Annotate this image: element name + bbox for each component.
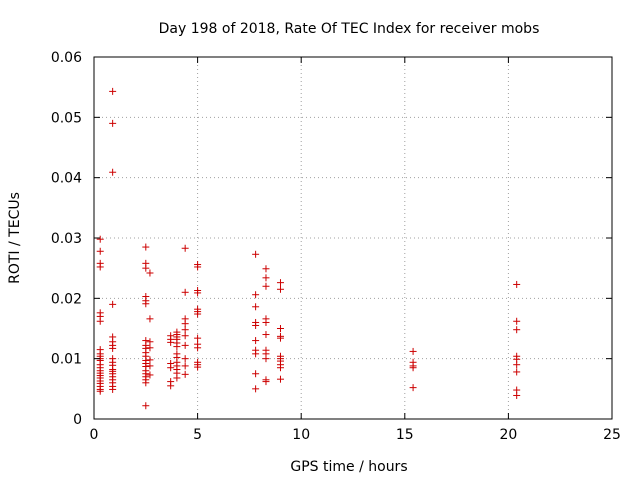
data-point [181, 320, 189, 328]
data-point [167, 382, 175, 390]
data-point [276, 285, 284, 293]
x-tick-label: 25 [603, 427, 621, 443]
data-point [146, 371, 154, 379]
y-tick-label: 0.02 [51, 291, 82, 307]
data-point [276, 279, 284, 287]
data-point [181, 370, 189, 378]
data-point [142, 300, 150, 308]
data-point [262, 265, 270, 273]
data-point [262, 282, 270, 290]
data-point [262, 378, 270, 386]
data-point [409, 384, 417, 392]
data-point [109, 168, 117, 176]
data-point [276, 375, 284, 383]
data-point [513, 280, 521, 288]
data-point [181, 355, 189, 363]
data-point [109, 300, 117, 308]
axes [93, 56, 613, 420]
data-point [181, 341, 189, 349]
data-point [96, 263, 104, 271]
data-point [513, 326, 521, 334]
data-point [276, 334, 284, 342]
chart-title: Day 198 of 2018, Rate Of TEC Index for r… [159, 21, 540, 37]
data-point [167, 338, 175, 346]
data-point [173, 343, 181, 351]
data-point [513, 368, 521, 376]
data-point [252, 370, 260, 378]
y-axis-label: ROTI / TECUs [7, 192, 23, 284]
data-point [109, 344, 117, 352]
data-point [262, 318, 270, 326]
data-point [181, 244, 189, 252]
data-point [109, 87, 117, 95]
data-point [146, 356, 154, 364]
data-point [142, 402, 150, 410]
data-point [252, 350, 260, 358]
data-point [96, 317, 104, 325]
data-point [167, 364, 175, 372]
data-point [194, 344, 202, 352]
y-tick-label: 0.04 [51, 171, 82, 187]
y-tick-label: 0 [73, 412, 82, 428]
data-point [409, 347, 417, 355]
data-point [252, 250, 260, 258]
data-point [109, 385, 117, 393]
x-tick-label: 20 [499, 427, 517, 443]
data-point [173, 374, 181, 382]
data-point [252, 303, 260, 311]
data-point [146, 269, 154, 277]
data-point [146, 315, 154, 323]
data-point [194, 263, 202, 271]
data-point [181, 362, 189, 370]
data-point [146, 338, 154, 346]
data-point [181, 326, 189, 334]
data-point [109, 119, 117, 127]
data-point [513, 361, 521, 369]
data-point [276, 364, 284, 372]
data-point [181, 288, 189, 296]
x-tick-label: 0 [90, 427, 99, 443]
data-point [194, 289, 202, 297]
data-point [142, 379, 150, 387]
data-point [262, 331, 270, 339]
data-point [513, 391, 521, 399]
data-point [194, 363, 202, 371]
data-point [142, 243, 150, 251]
data-point [276, 325, 284, 332]
data-point [262, 355, 270, 363]
y-tick-label: 0.05 [51, 110, 82, 126]
data-point [252, 337, 260, 345]
data-point [146, 362, 154, 370]
y-tick-label: 0.01 [51, 352, 82, 368]
data-point [194, 310, 202, 318]
data-point [146, 344, 154, 352]
data-point [96, 387, 104, 395]
y-tick-label: 0.03 [51, 231, 82, 247]
data-point [252, 385, 260, 393]
data-point [409, 364, 417, 372]
x-axis-label: GPS time / hours [290, 459, 407, 475]
data-point [262, 274, 270, 282]
data-point [252, 291, 260, 299]
data-point [181, 332, 189, 340]
data-point [96, 247, 104, 255]
data-point [142, 264, 150, 272]
x-tick-label: 15 [396, 427, 414, 443]
tick-labels: 0 5 10 15 20 25 0 0.01 0.02 0.03 0.04 0.05 0.06 [51, 50, 621, 443]
data-point [513, 317, 521, 325]
data-point [252, 321, 260, 329]
x-tick-label: 10 [292, 427, 310, 443]
x-tick-label: 5 [193, 427, 202, 443]
data-point [194, 334, 202, 342]
grid-lines [94, 57, 612, 419]
data-point [96, 235, 104, 243]
y-tick-label: 0.06 [51, 50, 82, 66]
